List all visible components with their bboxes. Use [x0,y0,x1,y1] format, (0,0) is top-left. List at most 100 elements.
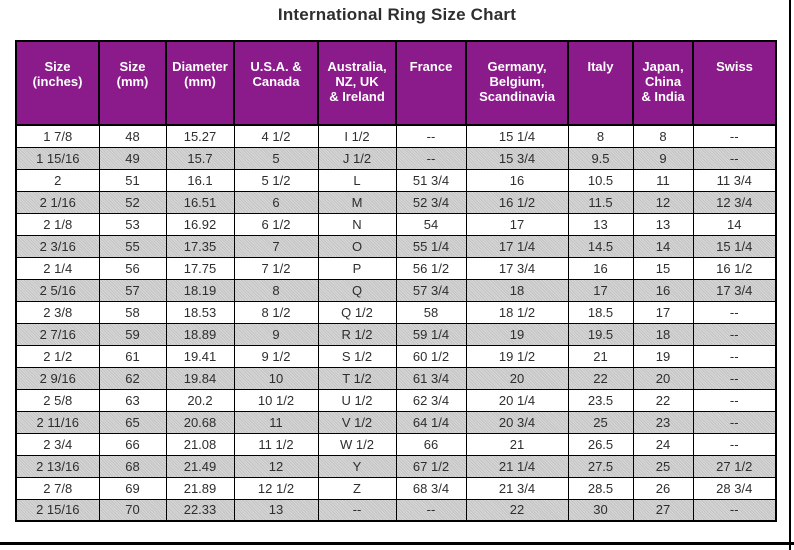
table-cell: 11 [233,410,319,434]
table-cell: 57 3/4 [395,278,467,302]
table-cell: 25 [567,410,634,434]
table-cell: 12 [233,454,319,478]
table-cell: 62 [98,366,167,390]
table-cell: 27 [632,498,694,522]
table-cell: 12 3/4 [692,190,777,214]
table-cell: 2 9/16 [15,366,100,390]
page-border-right [789,0,791,550]
table-cell: 54 [395,212,467,236]
table-cell: W 1/2 [317,432,397,456]
table-cell: 27 1/2 [692,454,777,478]
table-cell: 15 1/4 [692,234,777,258]
table-cell: 14 [632,234,694,258]
table-cell: 66 [98,432,167,456]
table-cell: 20.68 [165,410,235,434]
table-cell: 27.5 [567,454,634,478]
table-cell: 17 3/4 [692,278,777,302]
table-cell: 13 [632,212,694,236]
table-cell: 20 [632,366,694,390]
table-cell: 21.89 [165,476,235,500]
table-cell: 19.41 [165,344,235,368]
table-cell: 70 [98,498,167,522]
table-row: 2 15/16 70 22.33 13 -- -- 22 30 27 -- [15,498,777,522]
table-cell: 15.27 [165,124,235,148]
table-row: 1 15/16 49 15.7 5 J 1/2 -- 15 3/4 9.5 9 -- [15,146,777,170]
table-cell: 26 [632,476,694,500]
column-header: Japan, China & India [632,40,694,126]
table-cell: 16 [465,168,569,192]
table-cell: I 1/2 [317,124,397,148]
table-cell: V 1/2 [317,410,397,434]
table-cell: 68 3/4 [395,476,467,500]
table-cell: -- [395,124,467,148]
table-cell: 21.08 [165,432,235,456]
table-cell: 17 [632,300,694,324]
table-cell: 28.5 [567,476,634,500]
table-cell: 55 1/4 [395,234,467,258]
table-cell: 2 1/16 [15,190,100,214]
table-cell: 22 [632,388,694,412]
table-cell: 11.5 [567,190,634,214]
column-header: France [395,40,467,126]
table-cell: 17 [465,212,569,236]
table-cell: 19.84 [165,366,235,390]
table-cell: 13 [567,212,634,236]
table-cell: 2 [15,168,100,192]
table-cell: 19 1/2 [465,344,569,368]
table-cell: 12 [632,190,694,214]
table-cell: 2 13/16 [15,454,100,478]
table-row: 2 3/4 66 21.08 11 1/2 W 1/2 66 21 26.5 24 -- [15,432,777,456]
table-cell: 49 [98,146,167,170]
table-cell: 10.5 [567,168,634,192]
table-cell: -- [692,124,777,148]
table-cell: 17 1/4 [465,234,569,258]
table-cell: 16 [632,278,694,302]
table-cell: 58 [98,300,167,324]
table-cell: 21 3/4 [465,476,569,500]
table-cell: 16.92 [165,212,235,236]
table-cell: P [317,256,397,280]
table-cell: O [317,234,397,258]
table-cell: 16.51 [165,190,235,214]
table-cell: 64 1/4 [395,410,467,434]
table-cell: 15.7 [165,146,235,170]
table-cell: 8 1/2 [233,300,319,324]
table-cell: 62 3/4 [395,388,467,412]
table-cell: 18.89 [165,322,235,346]
table-cell: -- [692,344,777,368]
table-cell: Z [317,476,397,500]
table-cell: 52 3/4 [395,190,467,214]
table-cell: 24 [632,432,694,456]
table-cell: 30 [567,498,634,522]
table-cell: 56 1/2 [395,256,467,280]
table-cell: 16 1/2 [692,256,777,280]
table-cell: 56 [98,256,167,280]
table-cell: 18 [632,322,694,346]
table-cell: 2 7/8 [15,476,100,500]
table-cell: 2 3/4 [15,432,100,456]
table-cell: T 1/2 [317,366,397,390]
table-cell: -- [692,388,777,412]
column-header: Diameter (mm) [165,40,235,126]
table-cell: 18.53 [165,300,235,324]
table-cell: J 1/2 [317,146,397,170]
table-row: 2 11/16 65 20.68 11 V 1/2 64 1/4 20 3/4 25 23 -- [15,410,777,434]
table-cell: M [317,190,397,214]
table-cell: 18 [465,278,569,302]
table-cell: 16.1 [165,168,235,192]
table-cell: 14.5 [567,234,634,258]
table-cell: 20 [465,366,569,390]
table-cell: 5 [233,146,319,170]
table-cell: -- [692,432,777,456]
table-cell: 4 1/2 [233,124,319,148]
table-cell: 26.5 [567,432,634,456]
table-cell: 20.2 [165,388,235,412]
table-cell: 21 [567,344,634,368]
table-cell: 11 [632,168,694,192]
table-cell: 63 [98,388,167,412]
table-cell: 52 [98,190,167,214]
table-cell: 12 1/2 [233,476,319,500]
table-cell: 2 5/8 [15,388,100,412]
table-cell: 18.19 [165,278,235,302]
